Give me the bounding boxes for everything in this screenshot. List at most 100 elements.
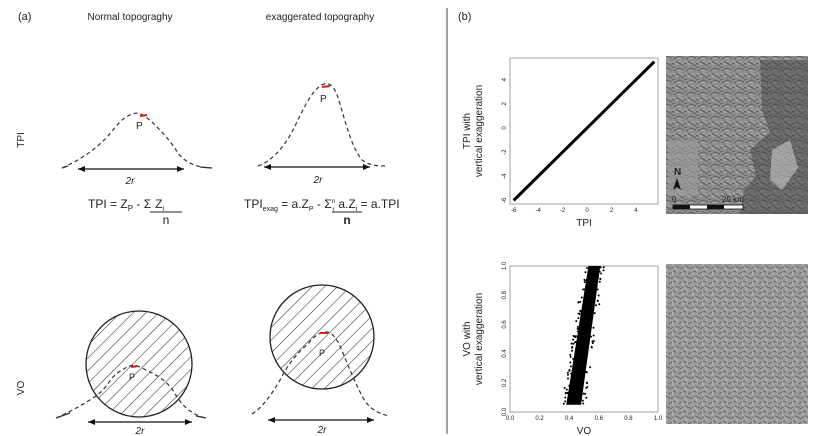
row-label-tpi: TPI	[16, 132, 27, 148]
y-tick-label: 0.6	[502, 320, 508, 329]
vo-data-cloud	[562, 266, 605, 405]
y-tick-label: 0	[502, 126, 508, 130]
vo-point	[580, 296, 583, 299]
vo-point	[564, 391, 567, 394]
y-axis-label-line1: VO with	[462, 321, 473, 356]
radius-label: 2r	[125, 176, 136, 187]
y-axis-label-line1: TPI with	[462, 113, 473, 149]
vo-point	[570, 349, 573, 352]
vo-scatter-plot: 0.0 0.2 0.4 0.6 0.8 1.0 0.0 0.2 0.4 0.6 0.8 1.0 VO …	[462, 261, 663, 436]
x-tick-label: 4	[634, 208, 638, 214]
vo-point	[576, 325, 579, 328]
y-tick-label: 1.0	[502, 261, 508, 270]
vo-point	[595, 304, 598, 307]
column-header-normal: Normal topograghy	[87, 12, 172, 23]
formula-denominator: n	[163, 213, 170, 227]
vo-point-cloud	[566, 266, 601, 405]
vo-point	[570, 372, 573, 375]
panel-a-label: (a)	[18, 11, 31, 23]
plot-frame	[509, 57, 659, 205]
scale-zero: 0	[672, 195, 677, 204]
vo-point	[602, 269, 605, 272]
y-tick-label: 2	[502, 102, 508, 106]
vo-point	[579, 300, 582, 303]
y-tick-label: -4	[502, 173, 508, 179]
vo-point	[583, 281, 586, 284]
radius-label: 2r	[317, 425, 328, 436]
formula-sigma: Σ	[324, 197, 331, 211]
x-tick-label: -2	[560, 208, 566, 214]
point-p-label: P	[320, 94, 327, 105]
vo-point	[566, 377, 569, 380]
svg-text:TPI = ZP - ΣZi: TPI = ZP - Σ Zi	[88, 197, 164, 213]
formula-sub-exag: exag	[263, 206, 278, 213]
radius-label: 2r	[313, 175, 324, 186]
tpi-scatter-plot: -6 -4 -2 0 2 4 -6 -4 -2 0 2 4 TPI TPI with vertical…	[462, 57, 659, 229]
point-p-label: P	[136, 121, 143, 132]
terrain-profile	[55, 364, 207, 419]
vo-point	[576, 327, 579, 330]
y-tick-label: 4	[502, 77, 508, 81]
vo-point	[585, 279, 588, 282]
y-tick-label: 0.4	[502, 349, 508, 358]
vo-point	[583, 278, 586, 281]
point-p-marker	[130, 365, 139, 368]
vo-point	[566, 391, 569, 394]
tpi-normal-diagram: P 2r	[61, 112, 213, 187]
vo-point	[585, 396, 588, 399]
formula-tpi-lhs: TPI = Z	[88, 197, 128, 211]
y-tick-label: 0.0	[502, 407, 508, 416]
vo-point	[599, 277, 602, 280]
x-axis-label: VO	[577, 426, 592, 436]
radius-label: 2r	[135, 426, 146, 436]
vo-point	[597, 294, 600, 297]
tpi-data-line	[512, 60, 656, 202]
vo-point	[591, 342, 594, 345]
x-tick-label: -4	[535, 208, 541, 214]
vo-point	[572, 342, 575, 345]
point-p-marker	[139, 114, 148, 117]
x-tick-label: -6	[511, 208, 517, 214]
vo-exaggerated-diagram: P 2r	[251, 284, 391, 436]
tpi-exaggerated-diagram: P 2r	[257, 83, 389, 186]
formula-sigma: Σ	[144, 197, 151, 211]
vo-point	[568, 384, 571, 387]
vo-point	[574, 341, 577, 344]
x-tick-label: 0.6	[595, 416, 604, 422]
vo-normal-diagram: P 2r	[55, 310, 207, 436]
vo-point	[598, 280, 601, 283]
vo-point	[569, 353, 572, 356]
vo-point	[589, 335, 592, 338]
vo-point	[602, 266, 605, 269]
plot-frame	[509, 265, 659, 413]
x-tick-label: 1.0	[654, 416, 663, 422]
vo-point	[581, 399, 584, 402]
panel-b-label: (b)	[458, 11, 471, 23]
vo-point	[598, 303, 601, 306]
vo-point	[589, 366, 592, 369]
vo-point	[592, 326, 595, 329]
vo-point	[582, 288, 585, 291]
vo-point	[570, 342, 573, 345]
scale-label: 25 km	[722, 195, 744, 204]
formula-sup-n: n	[332, 199, 335, 205]
vo-map	[666, 264, 808, 424]
formula-denominator: n	[343, 213, 350, 227]
formula-exag-rhs: = a.TPI	[357, 197, 399, 211]
vo-point	[577, 301, 580, 304]
vo-point	[573, 335, 576, 338]
vo-point	[576, 330, 579, 333]
vo-point	[582, 392, 585, 395]
x-axis-label: TPI	[576, 218, 592, 229]
formula-z: Z	[155, 197, 162, 211]
vo-point	[568, 368, 571, 371]
point-p-label: P	[129, 372, 135, 382]
vo-point	[599, 266, 602, 269]
tpi-exag-formula: TPIexag = a.ZP - Σn 1 a.Zi = a.TPI n	[244, 197, 400, 227]
x-tick-label: 0	[585, 208, 589, 214]
x-tick-label: 0.4	[565, 416, 574, 422]
vo-map-image	[666, 264, 808, 424]
vo-point	[562, 402, 565, 405]
